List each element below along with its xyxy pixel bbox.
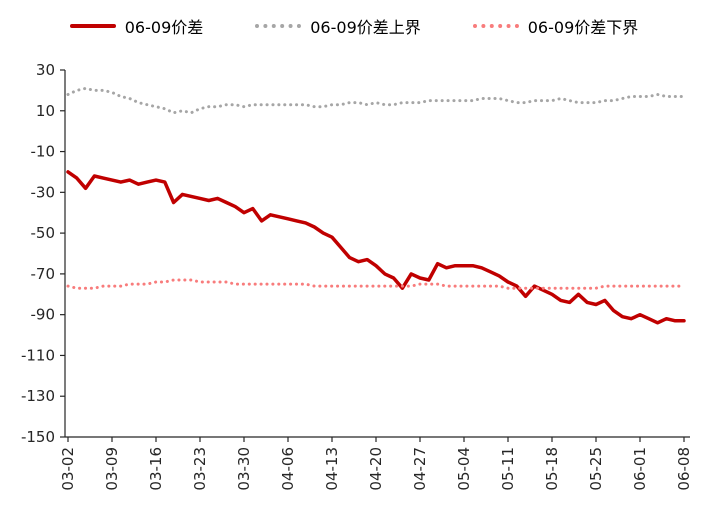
legend-label-spread: 06-09价差 [124, 18, 204, 37]
y-tick-label: -30 [31, 183, 56, 201]
legend-item-upper-bound: 06-09价差上界 [255, 14, 421, 38]
y-tick-label: -90 [31, 306, 56, 324]
x-tick-label: 05-11 [499, 447, 517, 491]
series-line-2 [66, 278, 686, 290]
x-tick-label: 04-20 [367, 447, 385, 491]
x-tick-label: 04-06 [279, 447, 297, 491]
x-tick-label: 03-23 [191, 447, 209, 491]
y-tick-label: -70 [31, 265, 56, 283]
x-tick-label: 03-16 [147, 447, 165, 491]
y-tick-label: -50 [31, 224, 56, 242]
x-tick-label: 06-01 [631, 447, 649, 491]
legend-label-lower-bound: 06-09价差下界 [527, 18, 639, 37]
y-tick-label: -110 [21, 346, 55, 364]
series-line-1 [66, 86, 686, 115]
x-tick-label: 03-30 [235, 447, 253, 491]
y-tick-label: 10 [36, 102, 55, 120]
x-tick-label: 03-09 [103, 447, 121, 491]
legend-solid-line-sample [69, 24, 116, 28]
x-tick-label: 03-02 [59, 447, 77, 491]
x-tick-label: 05-18 [543, 447, 561, 491]
y-tick-label: 30 [36, 61, 55, 79]
x-tick-label: 04-13 [323, 447, 341, 491]
x-tick-label: 04-27 [411, 447, 429, 491]
y-tick-label: -10 [31, 143, 56, 161]
legend-item-lower-bound: 06-09价差下界 [472, 14, 639, 38]
y-tick-label: -130 [21, 387, 55, 405]
x-tick-label: 05-04 [455, 447, 473, 491]
series-line-0 [66, 170, 686, 325]
legend-dotted-line-sample-gray [255, 24, 302, 28]
y-tick-label: -150 [21, 428, 55, 446]
chart-legend: 06-09价差 06-09价差上界 06-09价差下界 [0, 0, 708, 40]
x-tick-label: 06-08 [675, 447, 693, 491]
legend-label-upper-bound: 06-09价差上界 [310, 18, 421, 37]
legend-dotted-line-sample-pink [472, 24, 519, 28]
x-tick-label: 05-25 [587, 447, 605, 491]
legend-item-spread: 06-09价差 [69, 14, 204, 38]
